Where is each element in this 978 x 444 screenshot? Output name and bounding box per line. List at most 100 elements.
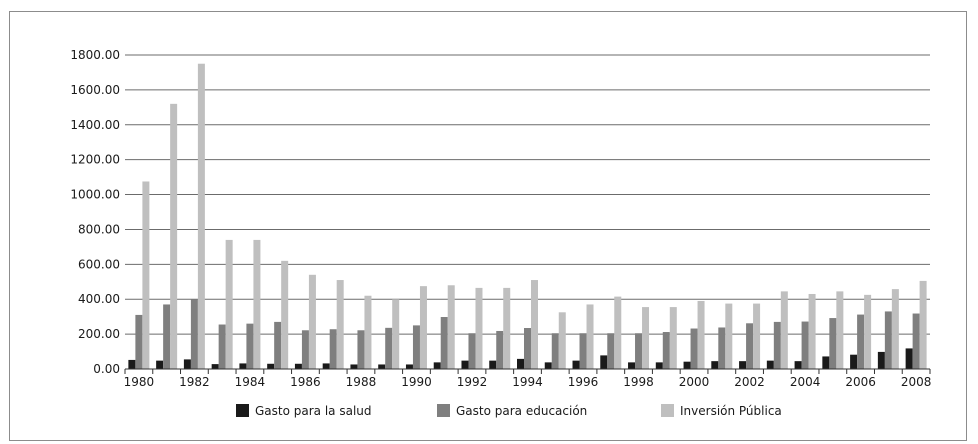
bar: [746, 323, 754, 369]
bar: [600, 355, 608, 369]
bar: [850, 354, 858, 369]
bar: [197, 63, 205, 369]
bar: [801, 321, 809, 369]
bar: [586, 304, 594, 369]
bar: [857, 314, 865, 369]
y-tick-label: 200.00: [78, 327, 120, 341]
bar: [912, 313, 920, 369]
y-tick-label: 400.00: [78, 292, 120, 306]
y-tick-label: 800.00: [78, 222, 120, 236]
bar: [579, 333, 587, 369]
bar: [794, 361, 802, 369]
bar: [301, 330, 309, 369]
bar: [808, 293, 816, 369]
y-tick-label: 1400.00: [70, 118, 120, 132]
bar: [468, 333, 476, 369]
bar: [267, 363, 275, 369]
bar: [294, 363, 302, 369]
y-axis-ticks: 0.00 200.00 400.00 600.00 800.00 1000.00 1200.…: [70, 48, 120, 376]
bar: [378, 364, 386, 369]
bar: [558, 312, 566, 369]
bar: [322, 363, 330, 369]
bar: [218, 324, 226, 369]
legend-label: Inversión Pública: [680, 404, 782, 418]
bar: [281, 260, 289, 369]
bar: [829, 318, 837, 369]
bar: [683, 361, 691, 369]
bar: [496, 330, 504, 369]
bar: [551, 333, 559, 369]
bar: [475, 287, 483, 369]
bar: [655, 362, 663, 369]
bar: [607, 333, 615, 369]
x-tick-label: 1992: [457, 375, 488, 389]
bar: [364, 295, 372, 369]
bar: [350, 364, 358, 369]
x-tick-label: 1980: [124, 375, 155, 389]
legend-label: Gasto para educación: [456, 404, 587, 418]
bar: [864, 294, 872, 369]
bar: [336, 280, 344, 369]
bar: [405, 364, 413, 369]
x-tick-label: 1996: [568, 375, 599, 389]
bar: [357, 330, 365, 369]
bar: [697, 300, 705, 369]
bar: [884, 311, 892, 369]
legend-swatch: [437, 404, 450, 417]
legend-label: Gasto para la salud: [255, 404, 372, 418]
bar: [135, 314, 143, 369]
y-tick-label: 1000.00: [70, 188, 120, 202]
bar: [877, 351, 885, 369]
bar: [489, 360, 497, 369]
bar: [190, 299, 198, 369]
y-tick-label: 1200.00: [70, 153, 120, 167]
legend: Gasto para la salud Gasto para educación I…: [236, 404, 782, 418]
x-tick-label: 1998: [623, 375, 654, 389]
bar: [246, 323, 254, 369]
bar: [614, 296, 622, 369]
bar: [503, 287, 511, 369]
bar: [156, 360, 164, 369]
x-axis: 1980 1982 1984 1986 1988 1990 1992 1994 1996 1998…: [124, 368, 932, 389]
bar: [329, 329, 337, 369]
x-tick-label: 1984: [235, 375, 266, 389]
x-tick-label: 1982: [179, 375, 210, 389]
y-tick-label: 1600.00: [70, 83, 120, 97]
bar: [461, 360, 469, 369]
bar: [412, 325, 420, 369]
x-tick-label: 2002: [734, 375, 765, 389]
bar: [239, 363, 247, 369]
bar: [392, 299, 400, 369]
bars: [128, 63, 927, 369]
bar: [211, 364, 219, 369]
bar: [544, 362, 552, 369]
bar: [170, 103, 178, 369]
x-tick-label: 2000: [679, 375, 710, 389]
bar: [669, 307, 677, 369]
bar: [718, 327, 726, 369]
x-tick-label: 2008: [901, 375, 932, 389]
bar: [753, 303, 761, 369]
bar: [440, 317, 448, 369]
x-tick-label: 1994: [512, 375, 543, 389]
x-tick-label: 2006: [845, 375, 876, 389]
bar: [635, 333, 643, 369]
bar: [385, 327, 393, 369]
bar: [739, 361, 747, 369]
bar: [128, 359, 136, 369]
bar: [836, 291, 844, 369]
bar: [642, 307, 650, 369]
bar: [822, 356, 830, 369]
bar: [891, 289, 899, 369]
bar: [308, 274, 316, 369]
bar: [274, 321, 282, 369]
x-tick-label: 2004: [790, 375, 821, 389]
y-tick-label: 600.00: [78, 257, 120, 271]
bar: [163, 304, 171, 369]
bar: [725, 303, 733, 369]
bar: [517, 358, 524, 369]
y-tick-label: 0.00: [93, 362, 120, 376]
bar: [183, 359, 191, 369]
legend-swatch: [236, 404, 249, 417]
